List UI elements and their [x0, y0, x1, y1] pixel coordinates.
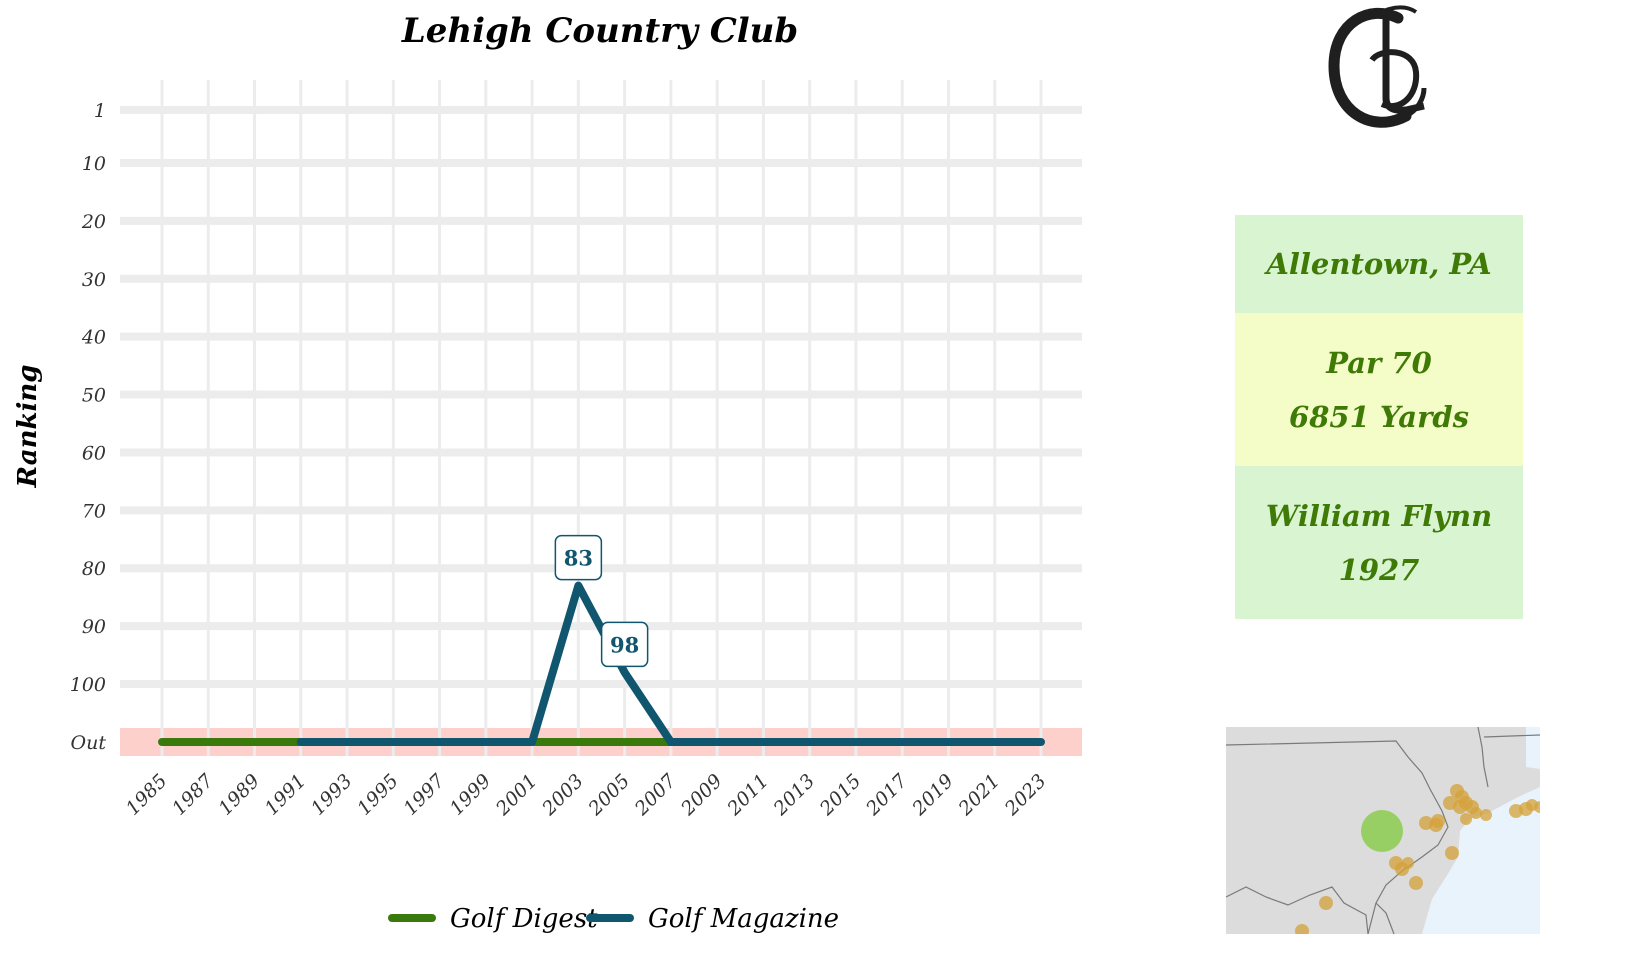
y-tick-label: Out: [71, 732, 107, 754]
y-tick-label: 70: [82, 500, 106, 522]
x-tick-label: 1999: [446, 770, 496, 820]
y-tick-label: 100: [70, 674, 106, 696]
year-text: 1927: [1338, 552, 1420, 587]
data-label-text: 98: [610, 632, 639, 657]
course-marker-icon: [1534, 801, 1540, 813]
data-label-box: [554, 534, 603, 581]
x-tick-label: 2015: [815, 770, 865, 820]
architect-text: William Flynn: [1265, 498, 1493, 533]
y-tick-label: 50: [82, 385, 106, 407]
data-label: 83: [554, 534, 603, 581]
x-tick-label: 2023: [1000, 770, 1050, 820]
legend-label: Golf Digest: [450, 904, 598, 934]
course-info-panel: Allentown, PA Par 70 6851 Yards William …: [1235, 215, 1523, 619]
x-tick-label: 2021: [954, 770, 1004, 820]
course-marker-icon: [1480, 809, 1492, 821]
y-tick-label: 60: [82, 442, 106, 464]
x-tick-label: 1995: [353, 770, 403, 820]
course-marker-icon: [1470, 807, 1482, 819]
course-marker-icon: [1443, 796, 1457, 810]
data-label-box: [600, 621, 649, 668]
map-icon: [1226, 727, 1540, 934]
x-tick-label: 2009: [676, 770, 726, 820]
course-marker-icon: [1409, 876, 1423, 890]
course-markers: [1295, 784, 1540, 934]
par-text: Par 70: [1326, 345, 1432, 380]
course-marker-icon: [1445, 846, 1459, 860]
x-tick-label: 1997: [399, 769, 449, 819]
data-label: 98: [600, 621, 649, 668]
y-tick-label: 90: [82, 616, 106, 638]
y-tick-label: 20: [81, 211, 106, 233]
x-tick-label: 2003: [537, 770, 587, 820]
x-tick-label: 1987: [168, 769, 218, 819]
x-tick-label: 1991: [261, 770, 311, 820]
x-tick-label: 2005: [584, 770, 634, 820]
y-tick-label: 1: [94, 100, 106, 122]
course-marker-icon: [1402, 857, 1414, 869]
legend-label: Golf Magazine: [648, 904, 839, 934]
x-tick-label: 1985: [122, 770, 172, 820]
y-tick-label: 40: [81, 327, 106, 349]
plot-area: 1102030405060708090100Out198519871989199…: [70, 80, 1082, 820]
course-specs-box: Par 70 6851 Yards: [1235, 313, 1523, 466]
x-tick-label: 2001: [491, 770, 541, 820]
location-map: [1226, 727, 1540, 934]
course-marker-icon: [1319, 896, 1333, 910]
data-label-text: 83: [564, 546, 593, 571]
club-monogram-icon: [1328, 5, 1427, 128]
location-marker-icon: [1361, 810, 1403, 852]
club-logo: [1320, 0, 1440, 140]
yards-text: 6851 Yards: [1289, 399, 1469, 434]
y-tick-label: 30: [82, 269, 106, 291]
architect-box: William Flynn 1927: [1235, 466, 1523, 619]
x-tick-label: 2013: [769, 770, 819, 820]
y-tick-label: 10: [82, 153, 106, 175]
course-marker-icon: [1429, 818, 1443, 832]
location-text: Allentown, PA: [1266, 247, 1492, 281]
course-marker-icon: [1460, 813, 1472, 825]
x-tick-label: 2011: [722, 770, 772, 820]
y-tick-label: 80: [82, 558, 106, 580]
location-box: Allentown, PA: [1235, 215, 1523, 313]
chart-legend: Golf Digest Golf Magazine: [388, 904, 839, 934]
x-tick-label: 2007: [630, 769, 681, 820]
x-tick-label: 1993: [307, 770, 357, 820]
course-marker-icon: [1295, 924, 1309, 934]
x-tick-label: 1989: [214, 770, 264, 820]
x-tick-label: 2019: [908, 770, 958, 820]
x-tick-label: 2017: [861, 769, 912, 820]
y-axis-title: Ranking: [13, 365, 43, 489]
chart-title: Lehigh Country Club: [401, 11, 798, 51]
